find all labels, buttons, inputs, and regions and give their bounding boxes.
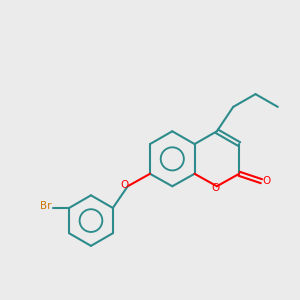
Text: O: O [263,176,271,186]
Text: O: O [121,180,129,190]
Text: O: O [211,183,220,193]
Text: Br: Br [40,202,51,212]
